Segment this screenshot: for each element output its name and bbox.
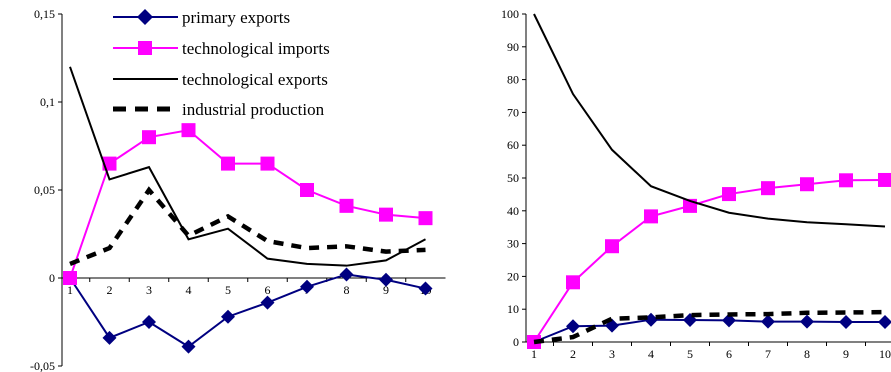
legend-item-primary-exports: primary exports [113,8,290,27]
left-x-tick-label: 2 [107,283,113,297]
right-point-primary-exports [761,314,775,329]
right-y-tick-label: 50 [507,171,519,185]
left-point-technological-imports [260,156,275,171]
right-y-tick-label: 80 [507,73,519,87]
legend-item-technological-exports: technological exports [113,70,328,89]
legend-item-industrial-production: industrial production [113,100,325,119]
left-series-line-technological-exports [69,66,426,267]
right-x-tick-label: 2 [570,347,576,361]
legend-marker-primary-exports [137,9,153,25]
left-x-tick-label: 6 [265,283,271,297]
left-point-technological-imports [339,198,354,213]
left-x-tick-label: 3 [146,283,152,297]
left-point-technological-imports [379,207,393,222]
left-x-tick-label: 1 [67,283,73,297]
left-point-technological-imports [418,211,433,226]
left-point-technological-imports [221,156,235,171]
left-x-tick-label: 4 [186,283,192,297]
left-y-tick-label: 0,05 [34,183,55,197]
right-point-technological-imports [605,239,619,254]
right-x-tick-label: 1 [531,347,537,361]
right-x-tick-label: 7 [765,347,771,361]
right-series-line-technological-imports [533,178,886,343]
right-point-technological-imports [566,275,580,290]
right-y-tick-label: 40 [507,204,519,218]
right-series-line-technological-exports [533,13,886,228]
right-point-technological-imports [761,181,775,196]
right-x-tick-label: 3 [609,347,615,361]
legend-label-industrial-production: industrial production [182,100,325,119]
left-point-primary-exports [339,267,354,282]
right-point-primary-exports [722,313,736,328]
left-series-line-industrial-production [69,186,426,267]
right-point-technological-imports [800,177,814,192]
left-point-primary-exports [102,330,117,345]
legend-label-technological-exports: technological exports [182,70,328,89]
right-x-tick-label: 6 [726,347,732,361]
legend-label-primary-exports: primary exports [182,8,290,27]
left-series-line-technological-imports [69,129,426,279]
left-point-primary-exports [221,309,235,324]
right-y-tick-label: 30 [507,237,519,251]
right-x-tick-label: 10 [879,347,891,361]
left-point-primary-exports [260,295,275,310]
left-x-tick-label: 9 [383,283,389,297]
left-point-primary-exports [181,339,196,354]
right-point-primary-exports [878,314,891,329]
right-series-line-industrial-production [533,309,886,345]
right-point-technological-imports [644,209,658,224]
right-y-tick-label: 20 [507,269,519,283]
left-point-technological-imports [63,271,77,285]
left-point-technological-imports [181,123,196,138]
left-y-tick-label: -0,05 [30,359,55,372]
right-x-tick-label: 5 [687,347,693,361]
legend: primary exports technological imports te… [113,8,330,119]
right-y-tick-label: 10 [507,302,519,316]
right-point-technological-imports [722,187,736,202]
right-point-primary-exports [566,319,580,334]
left-point-technological-imports [300,183,314,197]
left-x-tick-label: 8 [344,283,350,297]
right-x-tick-label: 8 [804,347,810,361]
left-point-primary-exports [418,281,433,296]
legend-item-technological-imports: technological imports [113,39,330,58]
left-point-technological-imports [142,130,156,145]
left-y-tick-label: 0,15 [34,7,55,21]
right-x-tick-label: 4 [648,347,654,361]
right-point-technological-imports [839,173,853,188]
left-x-tick-label: 5 [225,283,231,297]
right-y-tick-label: 70 [507,105,519,119]
right-y-tick-label: 60 [507,138,519,152]
left-point-primary-exports [142,315,156,329]
left-point-primary-exports [300,279,314,294]
right-y-tick-label: 90 [507,40,519,54]
left-series-line-primary-exports [69,273,426,348]
left-point-primary-exports [379,272,393,287]
legend-label-technological-imports: technological imports [182,39,330,58]
legend-marker-technological-imports [138,41,152,55]
right-point-primary-exports [839,314,853,329]
right-x-tick-label: 9 [843,347,849,361]
left-y-tick-label: 0,1 [40,95,55,109]
left-y-tick-label: 0 [49,271,55,285]
right-chart: 0 10 20 30 40 50 60 70 80 90 100 1 2 3 4 5 6 7 8 9 10 [501,7,891,361]
right-y-tick-label: 0 [513,335,519,349]
right-point-primary-exports [800,314,814,329]
right-y-tick-label: 100 [501,7,519,21]
right-point-technological-imports [878,172,891,187]
